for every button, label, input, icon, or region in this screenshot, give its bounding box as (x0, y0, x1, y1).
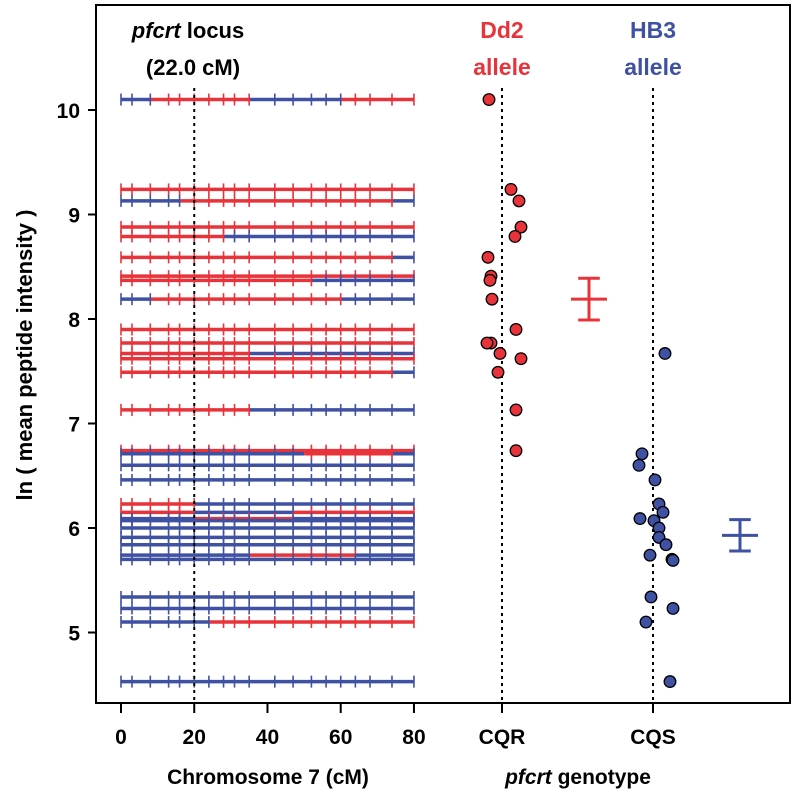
y-tick-label: 7 (68, 414, 80, 437)
genotype-axis-label-gene: pfcrt (504, 766, 553, 789)
haplotype-rows (120, 93, 415, 688)
chromosome-x-tick-label: 20 (183, 726, 206, 749)
haplotype-row (120, 553, 415, 566)
data-point (483, 273, 497, 287)
y-tick-label: 6 (68, 518, 80, 541)
chromosome-x-tick-label: 40 (256, 726, 279, 749)
data-point (480, 336, 494, 350)
guide-lines (193, 88, 654, 703)
data-point (509, 444, 523, 458)
haplotype-row (120, 323, 415, 336)
data-point (643, 548, 657, 562)
data-point (663, 675, 677, 689)
data-point (481, 250, 495, 264)
genotype-x-tick-label: CQR (479, 726, 526, 749)
genotype-group: HB3 allele (624, 17, 758, 689)
y-tick-label: 10 (57, 100, 80, 123)
haplotype-row (120, 293, 415, 306)
locus-title-gene: pfcrt (131, 18, 183, 43)
chromosome-x-tick-label: 0 (115, 726, 127, 749)
data-point (644, 590, 658, 604)
chromosome-x-tick-label: 80 (402, 726, 425, 749)
haplotype-row (120, 251, 415, 264)
data-point (648, 473, 662, 487)
data-point (512, 194, 526, 208)
haplotype-row (120, 473, 415, 486)
haplotype-row (120, 602, 415, 615)
data-point (482, 93, 496, 107)
data-point (656, 505, 670, 519)
data-point (514, 352, 528, 366)
data-point (514, 220, 528, 234)
haplotype-row (120, 459, 415, 472)
haplotype-row (120, 183, 415, 196)
group-title: Dd2 (480, 17, 523, 43)
locus-subtitle: (22.0 cM) (146, 55, 240, 80)
data-point (508, 229, 522, 243)
genotype-axis-label-rest: genotype (552, 766, 651, 789)
haplotype-row (120, 352, 415, 365)
haplotype-row (120, 366, 415, 379)
locus-title: pfcrt locus (131, 18, 244, 43)
y-axis-label: ln ( mean peptide intensity ) (12, 210, 37, 501)
haplotype-row (120, 403, 415, 416)
data-point (639, 615, 653, 629)
chromosome-x-tick-label: 60 (329, 726, 352, 749)
data-point (493, 347, 507, 360)
genotype-group: Dd2 allele (473, 17, 607, 458)
data-point (491, 365, 505, 379)
haplotype-row (120, 93, 415, 106)
plot-frame (95, 4, 791, 704)
group-title: HB3 (630, 17, 676, 43)
genotype-groups: Dd2 allele HB3 allele (473, 17, 758, 689)
data-point (635, 447, 649, 461)
haplotype-row (120, 347, 415, 360)
haplotype-row (120, 675, 415, 688)
haplotype-row (120, 194, 415, 207)
mean-error-bar (571, 276, 607, 322)
genotype-x-tick-label: CQS (630, 726, 676, 749)
y-tick-label: 8 (68, 309, 80, 332)
haplotype-row (120, 230, 415, 243)
mean-error-bar (722, 518, 758, 553)
group-subtitle: allele (624, 54, 682, 80)
haplotype-row (120, 590, 415, 603)
data-point (666, 553, 680, 567)
axes: 5 6 7 8 9 10 0 20 40 60 80 CQR CQS (57, 100, 676, 749)
y-tick-label: 5 (68, 623, 80, 646)
data-point (659, 538, 673, 552)
locus-title-rest: locus (181, 18, 245, 43)
haplotype-row (120, 514, 415, 527)
data-point (485, 292, 499, 306)
y-tick-label: 9 (68, 205, 80, 228)
genotype-axis-label: pfcrt genotype (504, 766, 651, 789)
haplotype-row (120, 616, 415, 629)
data-point (633, 512, 647, 526)
data-point (666, 602, 680, 615)
data-point (504, 182, 518, 196)
data-point (509, 323, 523, 336)
data-point (658, 347, 672, 360)
group-subtitle: allele (473, 54, 531, 80)
data-point (509, 403, 523, 417)
haplotype-row (120, 538, 415, 551)
haplotype-row (120, 337, 415, 350)
data-point (632, 458, 646, 472)
haplotype-row (120, 274, 415, 287)
haplotype-row (120, 447, 415, 460)
chromosome-axis-label: Chromosome 7 (cM) (167, 766, 369, 789)
